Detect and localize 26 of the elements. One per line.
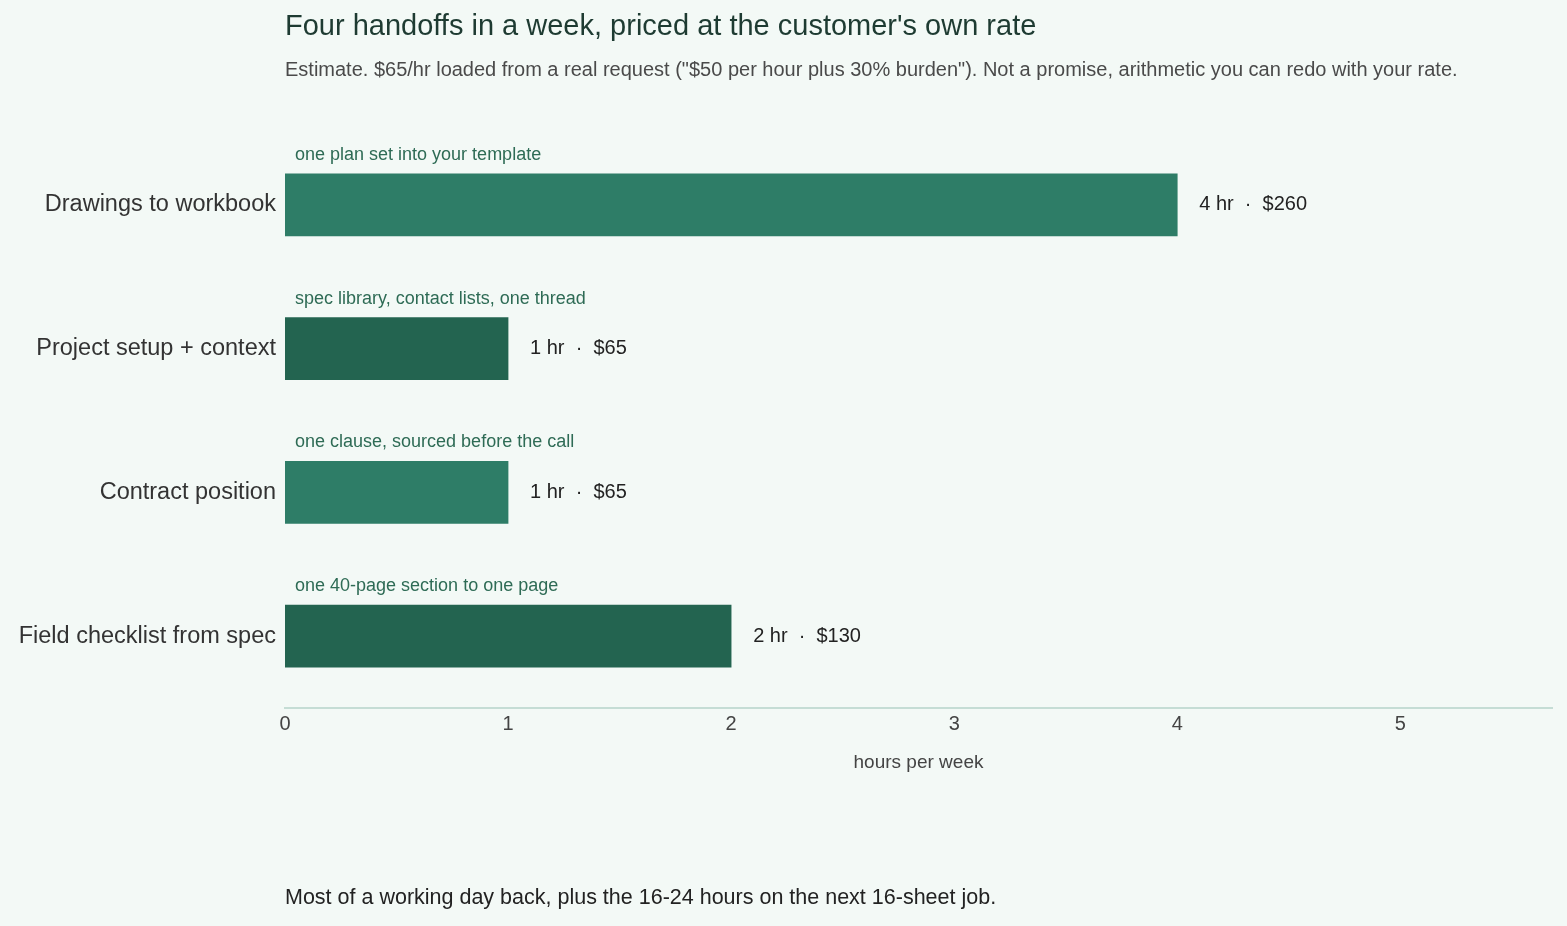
data-label: 1 hr · $65 <box>530 336 627 359</box>
annotation: one clause, sourced before the call <box>295 431 575 452</box>
y-tick-label: Project setup + context <box>36 334 277 361</box>
bar <box>285 604 732 668</box>
bar <box>285 317 509 380</box>
chart-title: Four handoffs in a week, priced at the customer's own rate <box>285 9 1037 42</box>
x-tick-label: 4 <box>1171 711 1183 734</box>
x-axis-title: hours per week <box>853 750 984 772</box>
x-tick-label: 1 <box>502 711 514 734</box>
annotation: spec library, contact lists, one thread <box>295 287 586 308</box>
x-tick-label: 3 <box>948 711 960 734</box>
y-tick-label: Field checklist from spec <box>18 621 277 648</box>
chart-subtitle: Estimate. $65/hr loaded from a real request ("$50 per hour plus 30% burden"). Not a promise, arithmetic you can redo with your rate. <box>285 58 1458 81</box>
bar <box>285 461 509 524</box>
annotation: one plan set into your template <box>295 143 542 164</box>
y-tick-label: Drawings to workbook <box>44 190 277 217</box>
data-label: 4 hr · $260 <box>1199 192 1308 215</box>
data-label: 2 hr · $130 <box>753 623 861 646</box>
x-tick-label: 2 <box>725 711 737 734</box>
x-tick-label: 0 <box>279 711 291 734</box>
data-label: 1 hr · $65 <box>530 479 627 502</box>
text: Most of a working day back, plus the 16-24 hours on the next 16-sheet job. <box>285 885 997 910</box>
annotation: one 40-page section to one page <box>295 575 559 596</box>
x-tick-label: 5 <box>1394 711 1406 734</box>
bar <box>285 173 1178 237</box>
y-tick-label: Contract position <box>99 477 276 504</box>
